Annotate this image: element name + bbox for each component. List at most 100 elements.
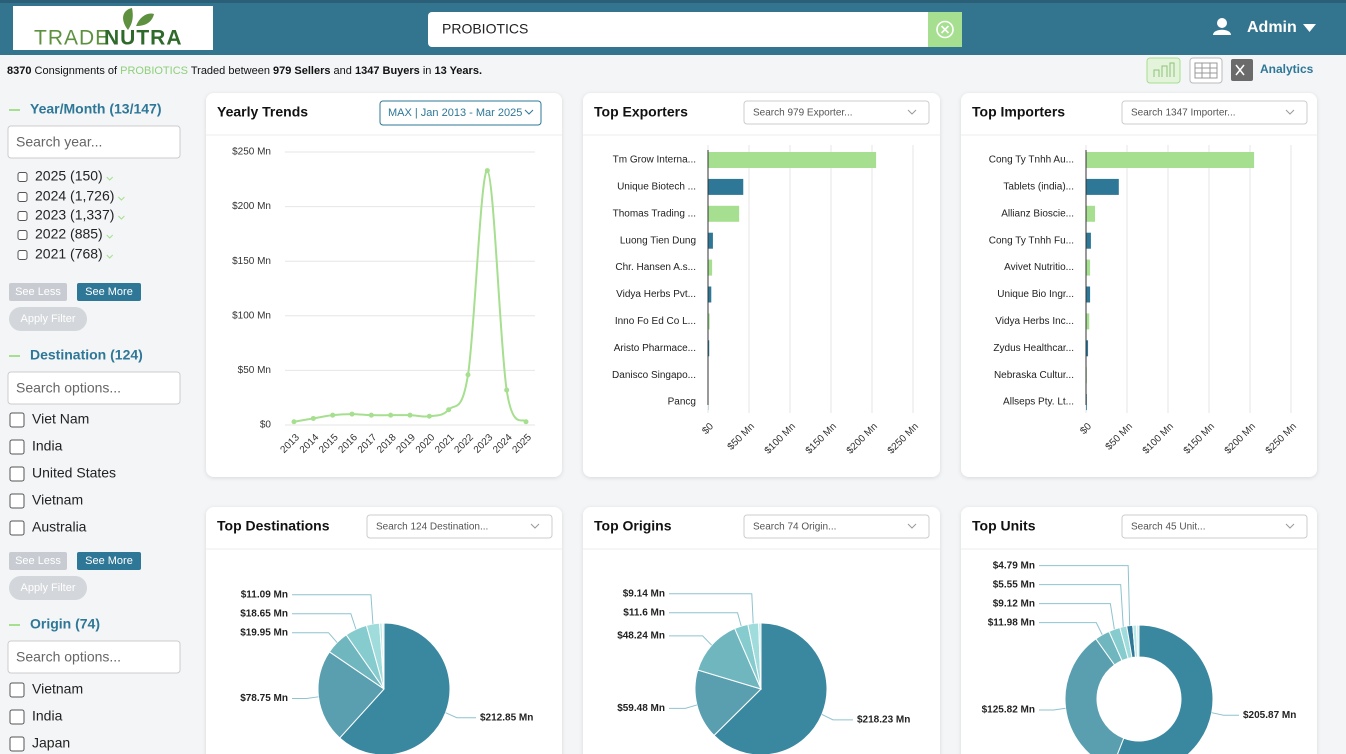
y-tick-label: $50 Mn — [238, 365, 271, 376]
search-dropdown[interactable] — [366, 514, 553, 539]
filter-option[interactable]: 2025 (150) — [35, 168, 103, 184]
apply-filter-label: Apply Filter — [20, 582, 75, 594]
search-dropdown-placeholder: Search 124 Destination... — [376, 522, 488, 533]
search-dropdown[interactable] — [1121, 100, 1308, 125]
card-title: Top Destinations — [217, 518, 330, 534]
see-more-button[interactable] — [77, 552, 141, 570]
filter-search[interactable] — [7, 371, 181, 405]
slice-label: $218.23 Mn — [857, 714, 910, 725]
leader-line — [1211, 712, 1239, 716]
see-more-button[interactable] — [77, 283, 141, 301]
category-label: Danisco Singapo... — [612, 370, 696, 381]
excel-icon[interactable] — [1231, 59, 1253, 81]
pie-slice — [1116, 624, 1214, 754]
filter-dash — [9, 355, 20, 357]
checkbox[interactable] — [9, 736, 25, 752]
table-view-icon — [1194, 62, 1218, 79]
leader-line — [821, 713, 853, 721]
user-menu-caret[interactable] — [1303, 24, 1316, 32]
leader-line — [1039, 707, 1066, 711]
dropdown-chevron — [530, 523, 540, 529]
see-less-button[interactable] — [9, 552, 67, 570]
summary-part: PROBIOTICS — [120, 65, 188, 77]
bar — [708, 178, 744, 195]
clear-icon-x — [940, 25, 950, 34]
see-more-label: See More — [85, 555, 133, 567]
filter-option[interactable]: Viet Nam — [32, 411, 89, 427]
y-tick-label: $250 Mn — [232, 147, 271, 158]
table-view-button[interactable] — [1189, 57, 1223, 84]
see-less-button[interactable] — [9, 283, 67, 301]
trend-point — [388, 412, 394, 418]
apply-filter-button[interactable] — [9, 307, 87, 331]
filter-option[interactable]: Australia — [32, 519, 87, 535]
search-dropdown[interactable] — [1121, 514, 1308, 539]
filter-option[interactable]: Vietnam — [32, 681, 83, 697]
see-less-label: See Less — [15, 555, 61, 567]
leader-line — [445, 712, 476, 719]
user-name[interactable]: Admin — [1247, 19, 1297, 36]
checkbox[interactable] — [9, 412, 25, 428]
trend-point — [310, 415, 316, 421]
slice-label: $59.48 Mn — [617, 703, 665, 714]
filter-option[interactable]: India — [32, 438, 63, 454]
bar — [708, 205, 740, 222]
category-label: Aristo Pharmace... — [614, 343, 696, 354]
bar — [1086, 340, 1089, 357]
filter-title[interactable]: Origin (74) — [30, 616, 100, 632]
filter-option[interactable]: Japan — [32, 735, 70, 751]
filter-search-placeholder: Search year... — [16, 134, 102, 150]
checkbox[interactable] — [17, 192, 28, 202]
checkbox[interactable] — [9, 493, 25, 509]
leader-line — [669, 612, 742, 627]
checkbox[interactable] — [9, 520, 25, 536]
see-less-label: See Less — [15, 286, 61, 298]
summary-part: and — [331, 65, 355, 77]
summary-part: 13 Years. — [434, 65, 482, 77]
search-box[interactable] — [428, 12, 962, 47]
pie-slice — [713, 622, 828, 754]
checkbox[interactable] — [9, 682, 25, 698]
filter-option[interactable]: 2021 (768) — [35, 246, 103, 262]
analytics-link[interactable]: Analytics — [1260, 62, 1314, 76]
bar — [708, 152, 877, 168]
slice-label: $4.79 Mn — [993, 560, 1035, 571]
card-title: Top Exporters — [594, 104, 688, 120]
checkbox[interactable] — [17, 172, 28, 182]
search-dropdown[interactable] — [743, 514, 930, 539]
filter-search[interactable] — [7, 640, 181, 674]
checkbox[interactable] — [9, 709, 25, 725]
checkbox[interactable] — [9, 439, 25, 455]
logo-box[interactable] — [13, 6, 213, 50]
filter-option[interactable]: India — [32, 708, 63, 724]
filter-option[interactable]: Vietnam — [32, 492, 83, 508]
checkbox[interactable] — [17, 211, 28, 221]
range-dropdown[interactable] — [379, 100, 542, 126]
filter-option[interactable]: 2024 (1,726) — [35, 188, 114, 204]
chart-view-button[interactable] — [1146, 57, 1181, 84]
leader-line — [292, 594, 374, 624]
filter-search[interactable] — [7, 125, 181, 159]
filter-title[interactable]: Year/Month (13/147) — [30, 101, 162, 117]
filter-option[interactable]: United States — [32, 465, 116, 481]
bar — [708, 286, 712, 303]
bar — [1086, 152, 1255, 168]
filter-search-placeholder: Search options... — [16, 649, 121, 665]
category-label: Tm Grow Interna... — [613, 155, 696, 166]
apply-filter-button[interactable] — [9, 576, 87, 600]
search-dropdown[interactable] — [743, 100, 930, 125]
filter-option[interactable]: 2023 (1,337) — [35, 207, 114, 223]
trend-line — [293, 169, 527, 423]
pie-slice — [317, 651, 385, 739]
checkbox[interactable] — [9, 466, 25, 482]
option-chevron — [118, 196, 125, 201]
checkbox[interactable] — [17, 250, 28, 260]
checkbox[interactable] — [17, 230, 28, 240]
summary-part: in — [420, 65, 435, 77]
slice-label: $11.98 Mn — [988, 617, 1035, 628]
filter-option[interactable]: 2022 (885) — [35, 226, 103, 242]
trend-point — [407, 412, 413, 418]
see-more-label: See More — [85, 286, 133, 298]
filter-title[interactable]: Destination (124) — [30, 347, 143, 363]
option-chevron — [106, 176, 114, 181]
